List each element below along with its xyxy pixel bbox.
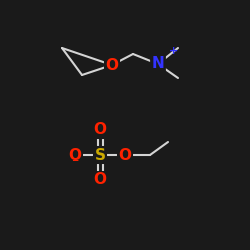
Text: O: O bbox=[68, 148, 82, 162]
Text: O: O bbox=[118, 148, 132, 162]
Text: O: O bbox=[106, 58, 118, 72]
Text: +: + bbox=[169, 46, 178, 56]
Text: S: S bbox=[94, 148, 106, 162]
Text: ⁻: ⁻ bbox=[71, 156, 78, 170]
Text: O: O bbox=[94, 172, 106, 188]
Text: N: N bbox=[152, 56, 164, 72]
Text: O: O bbox=[94, 122, 106, 138]
